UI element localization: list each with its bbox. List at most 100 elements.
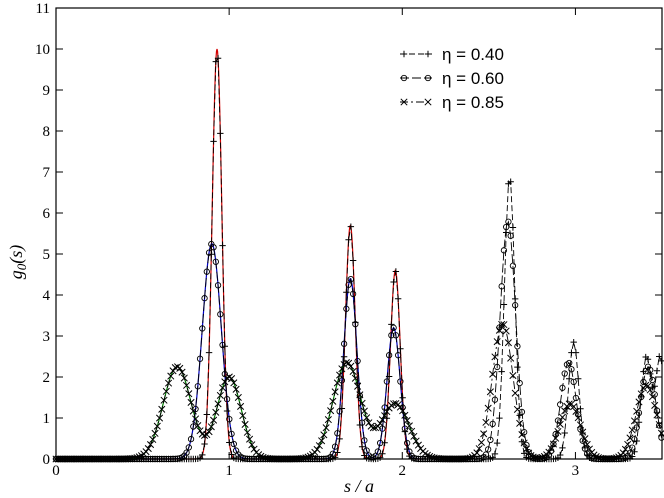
marker-0: [565, 375, 573, 382]
y-tick-label-1: 1: [43, 411, 51, 427]
marker-1: [514, 343, 521, 350]
marker-0: [336, 435, 343, 443]
marker-0: [214, 55, 222, 62]
marker-2: [594, 454, 603, 462]
marker-0: [203, 411, 211, 418]
marker-2: [351, 374, 359, 382]
marker-2: [585, 445, 594, 453]
marker-1: [203, 268, 210, 275]
marker-2: [142, 448, 150, 456]
marker-2: [583, 440, 591, 448]
fit-curve-2: [56, 361, 424, 460]
marker-0: [347, 223, 355, 230]
marker-2: [185, 390, 193, 398]
marker-0: [493, 439, 501, 447]
marker-2: [502, 327, 510, 335]
series-lines: [56, 56, 662, 460]
marker-0: [345, 236, 352, 243]
marker-2: [612, 454, 621, 462]
marker-2: [149, 435, 157, 444]
marker-0: [392, 268, 400, 275]
marker-2: [219, 384, 227, 392]
legend-label-2: η = 0.85: [442, 93, 504, 112]
marker-1: [523, 441, 530, 449]
marker-2: [230, 379, 238, 387]
y-axis-label: g0(s): [6, 245, 29, 280]
marker-2: [381, 412, 389, 420]
marker-2: [164, 379, 173, 387]
marker-1: [385, 352, 393, 359]
marker-2: [336, 371, 344, 379]
marker-1: [401, 425, 409, 432]
marker-0: [385, 373, 393, 380]
legend-marker-1: [424, 74, 432, 82]
marker-2: [300, 454, 308, 462]
marker-2: [513, 405, 521, 413]
y-tick-label-10: 10: [35, 42, 50, 58]
marker-1: [347, 276, 355, 283]
marker-1: [334, 430, 341, 437]
marker-1: [390, 324, 397, 331]
y-axis-label-rest: (s): [6, 245, 27, 264]
marker-2: [626, 434, 634, 442]
marker-2: [144, 445, 152, 453]
marker-2: [151, 429, 159, 437]
marker-1: [647, 366, 654, 374]
marker-1: [187, 435, 195, 443]
marker-1: [212, 258, 219, 265]
marker-2: [466, 454, 474, 462]
marker-0: [201, 440, 208, 448]
marker-1: [503, 223, 510, 231]
marker-2: [498, 320, 506, 328]
y-axis-label-main: g: [6, 270, 26, 279]
marker-1: [383, 378, 391, 385]
marker-1: [512, 302, 519, 309]
marker-2: [167, 372, 175, 380]
marker-1: [329, 450, 337, 457]
marker-0: [358, 443, 366, 450]
marker-1: [577, 426, 584, 433]
marker-1: [356, 392, 364, 399]
marker-1: [345, 281, 352, 288]
marker-2: [423, 451, 431, 459]
marker-1: [194, 383, 201, 390]
marker-2: [511, 389, 519, 397]
marker-0: [489, 454, 496, 461]
y-tick-label-6: 6: [43, 206, 51, 222]
y-tick-label-2: 2: [43, 370, 51, 386]
marker-2: [610, 454, 618, 462]
marker-2: [628, 426, 636, 434]
marker-2: [473, 449, 481, 457]
marker-2: [182, 381, 191, 389]
marker-1: [358, 419, 366, 426]
marker-2: [547, 445, 555, 453]
marker-2: [480, 430, 488, 438]
marker-2: [160, 396, 168, 404]
marker-1: [640, 378, 647, 386]
marker-2: [232, 385, 240, 393]
marker-2: [633, 407, 641, 415]
marker-1: [199, 325, 206, 332]
marker-2: [576, 421, 585, 429]
marker-1: [570, 378, 577, 385]
marker-1: [228, 430, 235, 438]
marker-2: [216, 391, 224, 399]
marker-2: [621, 445, 630, 453]
marker-2: [570, 403, 578, 411]
marker-1: [491, 396, 499, 403]
marker-2: [489, 370, 497, 378]
marker-2: [655, 420, 663, 429]
marker-1: [388, 332, 395, 339]
marker-2: [239, 412, 247, 420]
marker-1: [221, 370, 228, 378]
marker-2: [354, 382, 362, 390]
marker-2: [392, 399, 400, 408]
marker-1: [516, 379, 523, 387]
marker-0: [343, 289, 350, 296]
y-tick-label-8: 8: [43, 124, 51, 140]
marker-0: [507, 178, 514, 185]
marker-1: [214, 282, 222, 289]
y-tick-label-9: 9: [43, 83, 51, 99]
marker-2: [178, 368, 186, 376]
